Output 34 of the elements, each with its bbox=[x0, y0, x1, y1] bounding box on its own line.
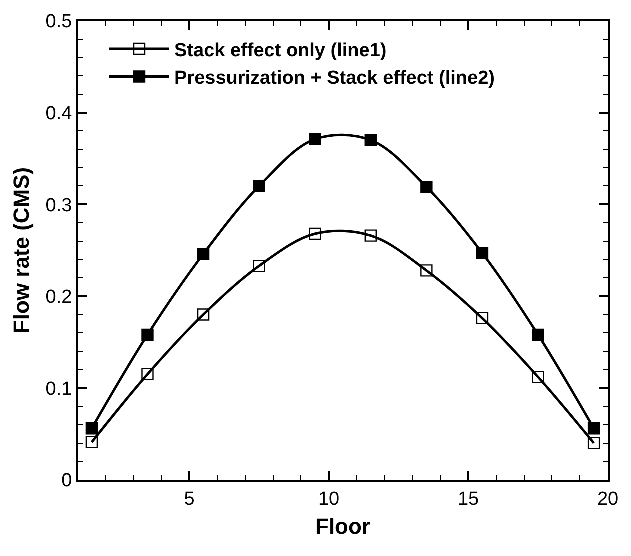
point bbox=[253, 260, 266, 272]
y-axis-title: Flow rate (CMS) bbox=[9, 167, 34, 334]
point bbox=[476, 312, 489, 325]
point bbox=[253, 180, 266, 192]
y-tick-label: 0.2 bbox=[46, 287, 72, 308]
x-axis-title: Floor bbox=[316, 514, 371, 540]
point bbox=[197, 248, 210, 260]
point bbox=[476, 247, 489, 260]
legend-label: Stack effect only (line1) bbox=[174, 40, 387, 62]
point bbox=[420, 264, 433, 277]
y-tick-label: 0.5 bbox=[46, 12, 72, 33]
point bbox=[309, 133, 322, 146]
point bbox=[142, 368, 154, 381]
point bbox=[197, 308, 210, 321]
point bbox=[86, 422, 98, 435]
x-tick-label: 10 bbox=[318, 488, 340, 510]
point bbox=[532, 328, 544, 342]
x-tick-label: 5 bbox=[184, 488, 195, 510]
point bbox=[532, 371, 544, 384]
point bbox=[420, 181, 433, 194]
legend-label: Pressurization + Stack effect (line2) bbox=[174, 68, 495, 90]
point bbox=[309, 228, 322, 240]
y-tick-label: 0.4 bbox=[46, 103, 73, 124]
y-tick-label: 0 bbox=[62, 470, 72, 492]
y-tick-label: 0.3 bbox=[46, 195, 72, 216]
point bbox=[86, 436, 98, 448]
point bbox=[364, 230, 377, 242]
point bbox=[142, 328, 154, 342]
x-tick-label: 15 bbox=[458, 488, 480, 510]
point bbox=[588, 437, 600, 450]
x-tick-label: 20 bbox=[597, 488, 619, 510]
y-tick-label: 0.1 bbox=[46, 378, 72, 400]
point bbox=[588, 422, 600, 435]
point bbox=[364, 134, 377, 146]
